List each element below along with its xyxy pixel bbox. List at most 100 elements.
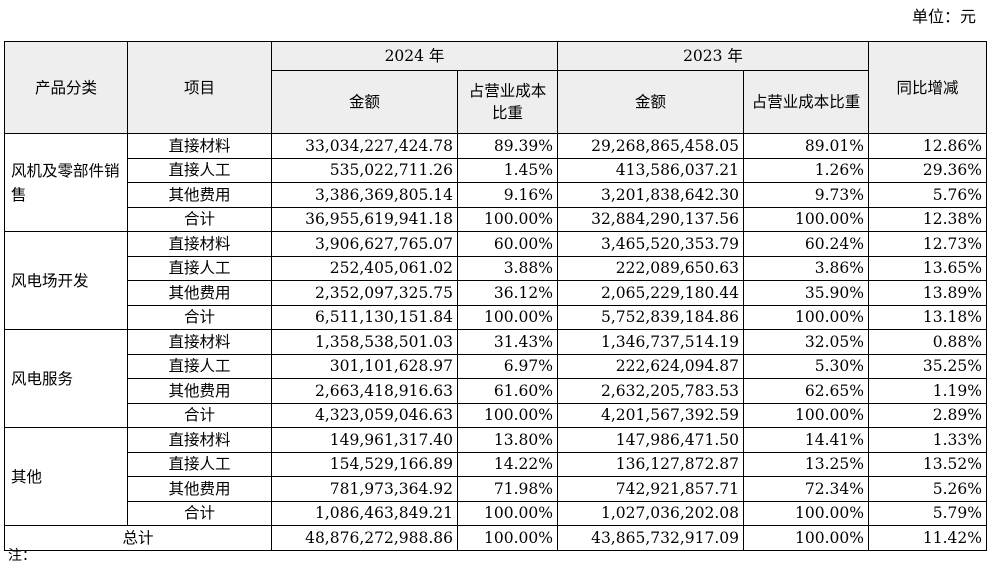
table-header: 产品分类 项目 2024 年 2023 年 同比增减 金额 占营业成本比重 金额… [4, 41, 987, 134]
table-row: 合计 36,955,619,941.18 100.00% 32,884,290,137… [5, 206, 987, 232]
yoy-cell: 13.65% [868, 255, 987, 281]
item-cell: 其他费用 [127, 182, 272, 208]
share-2024-cell: 13.80% [457, 427, 558, 453]
yoy-cell: 5.26% [868, 476, 987, 502]
item-cell: 合计 [127, 500, 272, 526]
yoy-cell: 5.79% [868, 500, 987, 526]
share-2023-cell: 9.73% [743, 182, 869, 208]
table-row: 直接人工 301,101,628.97 6.97% 222,624,094.87 5.3… [5, 353, 987, 379]
amount-2023-cell: 4,201,567,392.59 [557, 402, 744, 428]
share-2023-cell: 62.65% [743, 378, 869, 404]
table-row: 直接人工 252,405,061.02 3.88% 222,089,650.63 3.8… [5, 255, 987, 281]
amount-2023-cell: 413,586,037.21 [557, 157, 744, 183]
share-2024-cell: 3.88% [457, 255, 558, 281]
grand-total-amount-2024-cell: 48,876,272,988.86 [271, 525, 458, 551]
grand-total-row: 总计 48,876,272,988.86 100.00% 43,865,732,917… [4, 525, 987, 551]
item-cell: 直接材料 [127, 329, 272, 355]
yoy-cell: 12.73% [868, 231, 987, 257]
amount-2024-cell: 535,022,711.26 [271, 157, 458, 183]
table-body: 风机及零部件销售 直接材料 33,034,227,424.78 89.39% 29,26… [4, 133, 987, 551]
amount-2024-cell: 36,955,619,941.18 [271, 206, 458, 232]
grand-total-share-2023-cell: 100.00% [743, 525, 869, 551]
share-2024-cell: 60.00% [457, 231, 558, 257]
amount-2024-cell: 149,961,317.40 [271, 427, 458, 453]
amount-2023-cell: 1,346,737,514.19 [557, 329, 744, 355]
amount-2023-cell: 2,065,229,180.44 [557, 280, 744, 306]
amount-2024-cell: 301,101,628.97 [271, 353, 458, 379]
yoy-cell: 1.33% [868, 427, 987, 453]
yoy-cell: 13.52% [868, 451, 987, 477]
table-row: 直接人工 535,022,711.26 1.45% 413,586,037.21 1.2… [5, 157, 987, 183]
share-2024-cell: 9.16% [457, 182, 558, 208]
table-row: 合计 4,323,059,046.63 100.00% 4,201,567,392.5… [5, 402, 987, 428]
amount-2024-cell: 1,086,463,849.21 [271, 500, 458, 526]
amount-2024-cell: 154,529,166.89 [271, 451, 458, 477]
yoy-cell: 5.76% [868, 182, 987, 208]
amount-2023-cell: 3,201,838,642.30 [557, 182, 744, 208]
item-cell: 合计 [127, 206, 272, 232]
amount-2023-cell: 29,268,865,458.05 [557, 133, 744, 159]
header-amount-2024: 金额 [271, 70, 458, 134]
share-2024-cell: 100.00% [457, 206, 558, 232]
table-row: 风电场开发 直接材料 3,906,627,765.07 60.00% 3,465,520… [4, 231, 987, 330]
amount-2024-cell: 2,352,097,325.75 [271, 280, 458, 306]
item-cell: 其他费用 [127, 280, 272, 306]
share-2024-cell: 31.43% [457, 329, 558, 355]
yoy-cell: 13.89% [868, 280, 987, 306]
header-year-2023: 2023 年 [557, 41, 869, 71]
amount-2023-cell: 3,465,520,353.79 [557, 231, 744, 257]
item-cell: 直接材料 [127, 231, 272, 257]
item-cell: 直接材料 [127, 427, 272, 453]
category-cell: 其他 [4, 427, 128, 526]
table-row: 其他费用 781,973,364.92 71.98% 742,921,857.71 72… [5, 476, 987, 502]
yoy-cell: 12.38% [868, 206, 987, 232]
header-yoy: 同比增减 [868, 41, 987, 134]
amount-2024-cell: 781,973,364.92 [271, 476, 458, 502]
share-2023-cell: 100.00% [743, 304, 869, 330]
table-row: 其他费用 2,352,097,325.75 36.12% 2,065,229,180.… [5, 280, 987, 306]
share-2023-cell: 14.41% [743, 427, 869, 453]
item-cell: 其他费用 [127, 476, 272, 502]
grand-total-share-2024-cell: 100.00% [457, 525, 558, 551]
share-2024-cell: 100.00% [457, 304, 558, 330]
yoy-cell: 13.18% [868, 304, 987, 330]
share-2024-cell: 6.97% [457, 353, 558, 379]
table-row: 风机及零部件销售 直接材料 33,034,227,424.78 89.39% 29,26… [4, 133, 987, 232]
amount-2023-cell: 147,986,471.50 [557, 427, 744, 453]
share-2024-cell: 71.98% [457, 476, 558, 502]
share-2023-cell: 100.00% [743, 206, 869, 232]
amount-2024-cell: 33,034,227,424.78 [271, 133, 458, 159]
cost-table: 产品分类 项目 2024 年 2023 年 同比增减 金额 占营业成本比重 金额… [4, 41, 987, 551]
table-row: 风电服务 直接材料 1,358,538,501.03 31.43% 1,346,737,… [4, 329, 987, 428]
share-2024-cell: 36.12% [457, 280, 558, 306]
header-share-2024: 占营业成本比重 [457, 70, 558, 134]
amount-2023-cell: 5,752,839,184.86 [557, 304, 744, 330]
unit-label: 单位：元 [911, 7, 976, 26]
amount-2023-cell: 222,089,650.63 [557, 255, 744, 281]
amount-2024-cell: 252,405,061.02 [271, 255, 458, 281]
category-cell: 风电服务 [4, 329, 128, 428]
share-2023-cell: 100.00% [743, 402, 869, 428]
amount-2024-cell: 1,358,538,501.03 [271, 329, 458, 355]
share-2023-cell: 1.26% [743, 157, 869, 183]
share-2023-cell: 100.00% [743, 500, 869, 526]
share-2024-cell: 100.00% [457, 402, 558, 428]
table-row: 直接人工 154,529,166.89 14.22% 136,127,872.87 13… [5, 451, 987, 477]
item-cell: 直接人工 [127, 157, 272, 183]
header-share-2023: 占营业成本比重 [743, 70, 869, 134]
category-cell: 风机及零部件销售 [4, 133, 128, 232]
share-2024-cell: 14.22% [457, 451, 558, 477]
amount-2024-cell: 3,906,627,765.07 [271, 231, 458, 257]
table-row: 其他费用 2,663,418,916.63 61.60% 2,632,205,783.… [5, 378, 987, 404]
amount-2023-cell: 32,884,290,137.56 [557, 206, 744, 232]
share-2024-cell: 100.00% [457, 500, 558, 526]
share-2023-cell: 60.24% [743, 231, 869, 257]
item-cell: 合计 [127, 304, 272, 330]
table-row: 其他 直接材料 149,961,317.40 13.80% 147,986,471.50… [4, 427, 987, 526]
table-row: 其他费用 3,386,369,805.14 9.16% 3,201,838,642.3… [5, 182, 987, 208]
share-2023-cell: 72.34% [743, 476, 869, 502]
amount-2024-cell: 6,511,130,151.84 [271, 304, 458, 330]
header-year-2024: 2024 年 [271, 41, 558, 71]
amount-2024-cell: 3,386,369,805.14 [271, 182, 458, 208]
yoy-cell: 0.88% [868, 329, 987, 355]
